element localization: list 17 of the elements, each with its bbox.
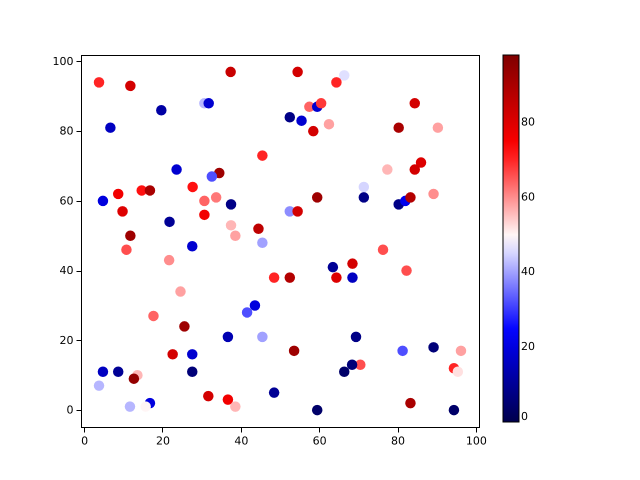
color-bar-label: 0 (521, 410, 528, 423)
x-tick-label: 100 (466, 434, 487, 448)
y-tick-label: 60 (60, 194, 74, 208)
y-tick-label: 100 (52, 54, 74, 68)
y-tick-label: 20 (60, 334, 74, 347)
x-tick-label: 0 (81, 434, 88, 448)
color-bar-label: 60 (521, 190, 535, 204)
color-bar-label: 40 (521, 265, 535, 278)
x-tick-label: 80 (391, 434, 406, 448)
color-bar-label: 20 (521, 340, 535, 354)
x-tick-label: 20 (156, 434, 170, 448)
y-tick-label: 40 (60, 264, 74, 278)
y-tick-label: 0 (66, 404, 74, 417)
x-tick-label: 40 (234, 434, 248, 448)
x-tick-label: 60 (312, 434, 327, 448)
y-tick-label: 80 (60, 124, 74, 138)
color-bar-label: 80 (521, 115, 535, 128)
